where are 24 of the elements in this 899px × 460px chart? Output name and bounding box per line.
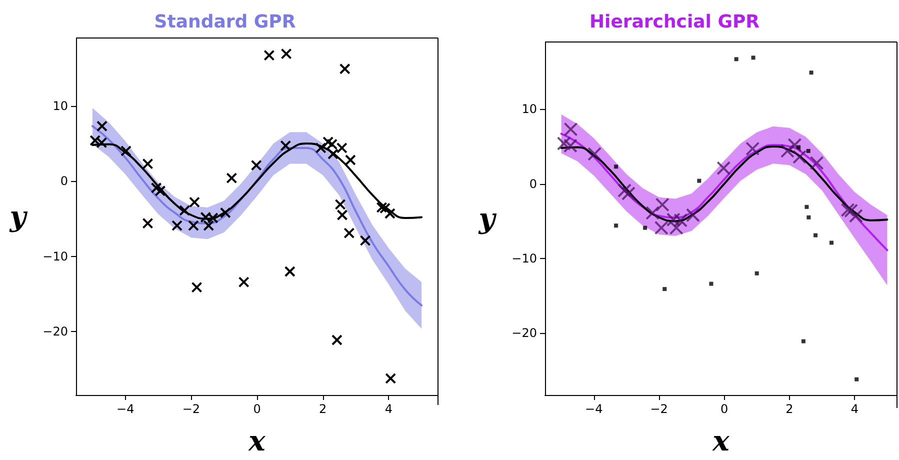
y-tick-label: 10	[522, 102, 537, 116]
y-tick-label: 0	[529, 176, 537, 191]
y-tick-label: 10	[52, 98, 68, 113]
y-axis-title: y	[478, 202, 497, 235]
chart-title: Standard GPR	[154, 12, 296, 32]
x-tick-label: −4	[116, 402, 134, 416]
chart-title: Hierarchcial GPR	[589, 12, 760, 32]
y-axis-title: y	[8, 200, 28, 233]
y-tick-label: −10	[512, 251, 537, 266]
y-tick-label: −10	[42, 249, 68, 264]
x-tick-label: 2	[786, 402, 794, 416]
x-tick-label: 4	[850, 402, 858, 416]
y-tick-label: 0	[60, 174, 68, 188]
x-tick-label: 0	[253, 402, 261, 416]
y-tick-label: −20	[512, 326, 537, 340]
x-tick-label: 4	[384, 402, 392, 416]
x-tick-label: 2	[319, 402, 327, 416]
x-tick-label: −2	[650, 402, 668, 416]
x-tick-label: 0	[720, 402, 728, 416]
x-tick-label: −2	[182, 402, 200, 416]
x-axis-title: x	[248, 424, 266, 458]
x-tick-label: −4	[585, 402, 603, 416]
x-axis-title: x	[712, 424, 730, 458]
y-tick-label: −20	[42, 324, 68, 339]
